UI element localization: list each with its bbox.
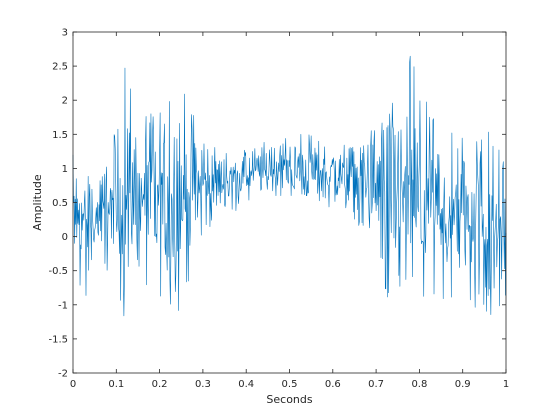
y-tick-label: -1 bbox=[58, 300, 68, 311]
y-axis-label: Amplitude bbox=[31, 174, 44, 231]
signal-line bbox=[72, 55, 507, 317]
series-layer bbox=[72, 55, 507, 317]
y-tick-label: -2 bbox=[58, 369, 68, 380]
y-tick-label: 0.5 bbox=[52, 198, 68, 209]
x-tick-label: 0.5 bbox=[282, 379, 298, 390]
x-tick-label: 0.7 bbox=[368, 379, 384, 390]
y-tick-label: -0.5 bbox=[48, 266, 68, 277]
y-tick-label: -1.5 bbox=[48, 334, 68, 345]
y-tick-label: 2 bbox=[62, 96, 68, 107]
x-tick-label: 0.1 bbox=[108, 379, 124, 390]
x-tick-label: 0.9 bbox=[455, 379, 471, 390]
x-tick-label: 0.4 bbox=[238, 379, 254, 390]
y-tick-label: 3 bbox=[62, 28, 68, 39]
x-tick-label: 0.2 bbox=[152, 379, 168, 390]
ticks-layer: 0 0.1 0.2 0.3 0.4 0.5 0.6 0.7 0.8 0.9 1 -2 -1.5 -1 -0.… bbox=[48, 28, 509, 391]
x-tick-label: 1 bbox=[503, 379, 509, 390]
x-tick-label: 0.6 bbox=[325, 379, 341, 390]
x-axis-label: Seconds bbox=[266, 393, 312, 406]
y-tick-label: 1 bbox=[62, 164, 68, 175]
x-tick-label: 0.3 bbox=[195, 379, 211, 390]
y-tick-label: 2.5 bbox=[52, 62, 68, 73]
x-tick-label: 0 bbox=[70, 379, 76, 390]
y-tick-label: 1.5 bbox=[52, 130, 68, 141]
x-tick-label: 0.8 bbox=[411, 379, 427, 390]
y-tick-label: 0 bbox=[62, 232, 68, 243]
